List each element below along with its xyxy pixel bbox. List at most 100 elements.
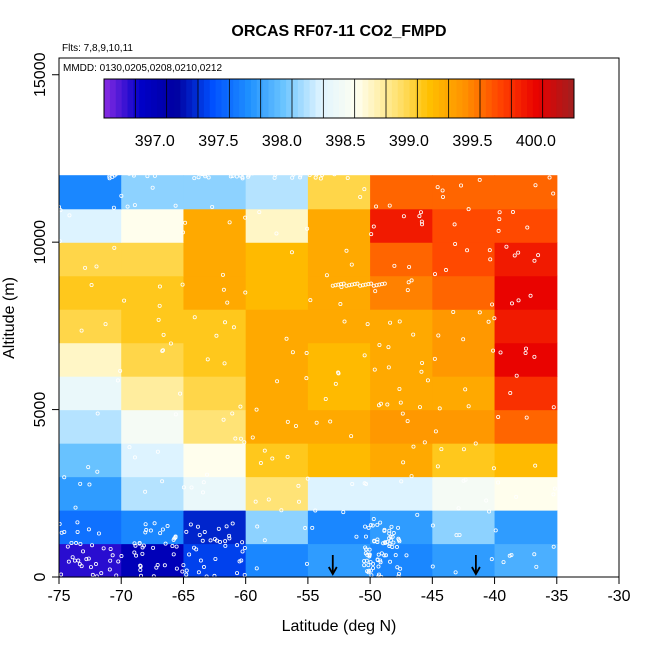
heatmap-cell xyxy=(183,309,247,344)
heatmap-cell xyxy=(59,275,122,310)
track-point xyxy=(394,545,399,550)
track-point xyxy=(254,566,259,571)
colorbar-segment xyxy=(151,79,158,118)
track-point xyxy=(532,552,537,557)
track-point xyxy=(362,353,367,358)
track-point xyxy=(367,547,372,552)
track-point xyxy=(349,262,354,267)
heatmap-cell xyxy=(245,309,309,344)
track-point xyxy=(161,348,166,353)
track-point xyxy=(222,361,227,366)
heatmap-cell xyxy=(432,242,496,277)
track-point xyxy=(439,447,444,452)
colorbar-segment xyxy=(156,79,164,118)
track-point xyxy=(178,391,183,396)
track-point xyxy=(151,574,156,579)
track-point xyxy=(173,412,178,417)
track-point xyxy=(332,172,337,177)
track-point xyxy=(174,544,179,549)
track-point xyxy=(274,231,279,236)
heatmap-cell xyxy=(121,342,185,377)
track-point xyxy=(212,573,217,578)
track-point xyxy=(452,222,457,227)
track-point xyxy=(477,177,482,182)
track-point xyxy=(383,553,388,558)
track-point xyxy=(496,228,501,233)
track-point xyxy=(484,498,489,503)
colorbar-segment xyxy=(309,79,316,118)
heatmap-cell xyxy=(59,409,122,444)
track-point xyxy=(77,562,82,567)
track-point xyxy=(243,215,248,220)
track-point xyxy=(397,319,402,324)
track-point xyxy=(514,494,519,499)
track-point xyxy=(108,558,113,563)
track-point xyxy=(376,564,381,569)
heatmap-cell xyxy=(59,342,122,377)
colorbar-segment xyxy=(368,79,375,118)
track-point xyxy=(240,540,245,545)
track-point xyxy=(536,253,541,258)
track-point xyxy=(304,561,309,566)
track-point xyxy=(238,173,243,178)
colorbar-segment xyxy=(356,79,363,118)
track-point xyxy=(206,175,211,180)
colorbar-segment xyxy=(215,79,222,118)
track-point xyxy=(257,210,262,215)
colorbar-tick-label: 397.5 xyxy=(198,133,238,150)
track-point xyxy=(368,523,373,528)
track-point xyxy=(368,560,373,565)
track-point xyxy=(208,538,213,543)
track-point xyxy=(188,522,193,527)
track-point xyxy=(157,284,162,289)
track-point xyxy=(507,553,512,558)
track-point xyxy=(181,563,186,568)
track-point xyxy=(342,319,347,324)
track-point xyxy=(240,549,245,554)
track-point xyxy=(203,174,208,179)
track-point xyxy=(132,550,137,555)
track-point xyxy=(154,565,159,570)
track-point xyxy=(430,564,435,569)
track-point xyxy=(74,541,79,546)
track-point xyxy=(496,414,501,419)
track-point xyxy=(406,280,411,285)
track-point xyxy=(400,411,405,416)
track-point xyxy=(405,288,410,293)
track-point xyxy=(382,281,387,286)
track-point xyxy=(298,173,303,178)
track-point xyxy=(385,402,390,407)
track-point xyxy=(310,170,315,175)
track-point xyxy=(233,436,238,441)
track-point xyxy=(103,322,108,327)
track-point xyxy=(411,444,416,449)
heatmap-cell xyxy=(121,242,185,277)
heatmap-cell xyxy=(370,510,433,545)
track-point xyxy=(160,479,165,484)
track-point xyxy=(214,333,219,338)
track-point xyxy=(497,210,502,215)
flight-track-points xyxy=(57,169,557,579)
track-point xyxy=(398,566,403,571)
track-point xyxy=(409,474,414,479)
track-point xyxy=(533,183,538,188)
colorbar-tick-label: 399.5 xyxy=(452,133,492,150)
track-point xyxy=(382,553,387,558)
track-point xyxy=(376,552,381,557)
colorbar-segment xyxy=(303,79,311,118)
track-point xyxy=(132,455,137,460)
track-point xyxy=(524,415,529,420)
track-point xyxy=(90,543,95,548)
track-point xyxy=(180,282,185,287)
y-axis-label: Altitude (m) xyxy=(1,277,18,359)
track-point xyxy=(436,333,441,338)
track-point xyxy=(238,404,243,409)
track-point xyxy=(385,539,390,544)
track-point xyxy=(496,480,501,485)
track-point xyxy=(258,461,263,466)
heatmap-cell xyxy=(307,242,371,277)
track-point xyxy=(79,328,84,333)
heatmap-cell xyxy=(245,443,309,478)
track-point xyxy=(314,172,319,177)
track-point xyxy=(523,351,528,356)
